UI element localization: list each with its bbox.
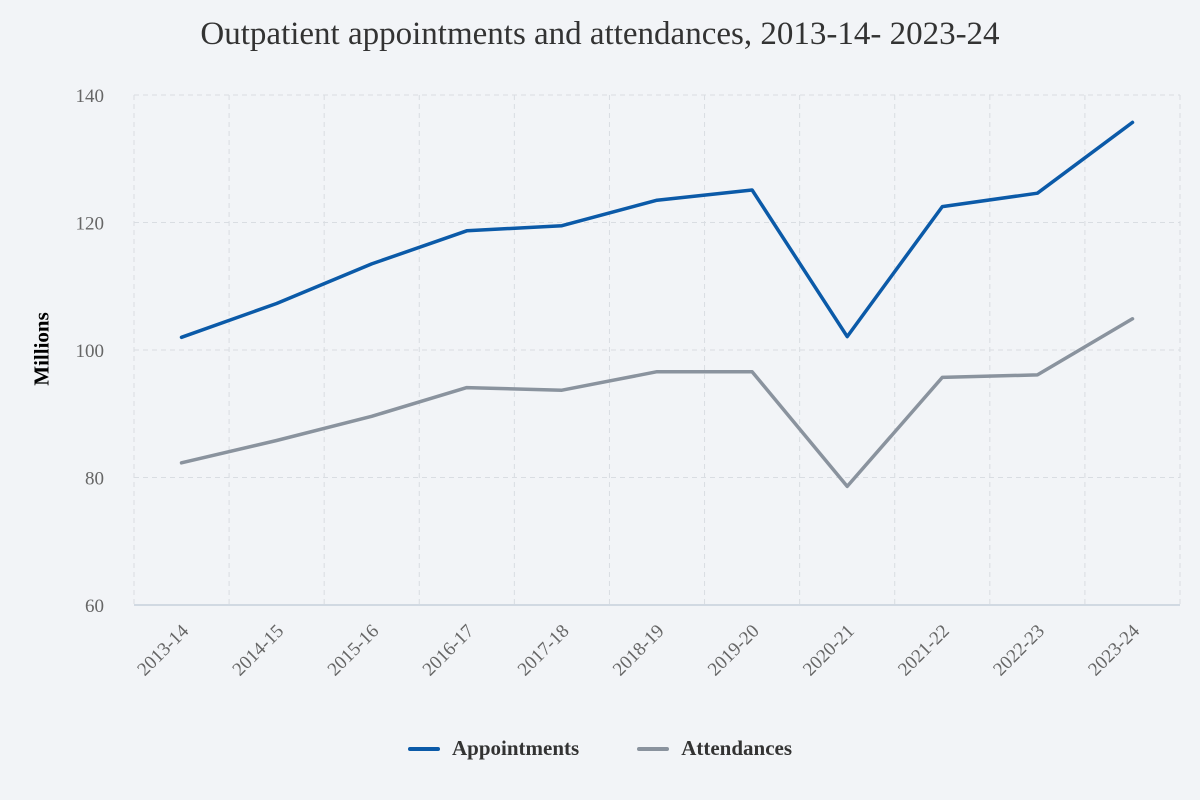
series-line-attendances [179,317,1135,489]
x-tick-label: 2018-19 [609,621,669,681]
x-tick-label: 2014-15 [229,621,289,681]
chart-title: Outpatient appointments and attendances,… [200,16,1000,52]
x-tick-label: 2022-23 [989,621,1049,681]
x-tick-label: 2019-20 [704,621,764,681]
x-tick-label: 2021-22 [894,621,954,681]
x-tick-label: 2016-17 [419,621,479,681]
x-tick-label: 2015-16 [324,621,384,681]
y-tick-label: 80 [85,469,104,490]
x-tick-label: 2020-21 [799,621,859,681]
series-line-appointments [179,120,1135,340]
y-tick-label: 120 [76,214,105,235]
legend-swatch [407,746,440,751]
legend-swatch [637,746,670,751]
legend-item-attendances[interactable]: Attendances [637,736,792,761]
legend: Appointments Attendances [0,736,1200,761]
x-tick-label: 2013-14 [133,620,193,680]
legend-label: Appointments [451,736,580,760]
x-tick-label: 2017-18 [514,621,574,681]
legend-item-appointments[interactable]: Appointments [407,736,580,761]
y-tick-label: 100 [76,341,105,362]
x-tick-label: 2023-24 [1084,620,1144,680]
y-tick-label: 60 [85,596,104,617]
y-tick-label: 140 [76,86,105,107]
legend-label: Attendances [681,736,793,760]
